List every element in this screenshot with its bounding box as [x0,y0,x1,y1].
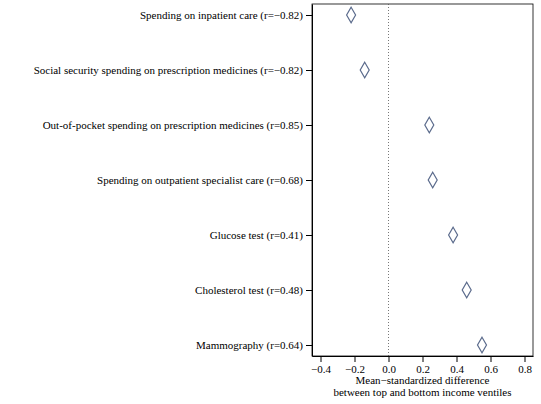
y-tick-label: Glucose test (r=0.41) [210,229,304,242]
x-tick: 0.2 [416,356,430,375]
y-tick-mark [306,290,312,291]
y-tick: Mammography (r=0.64) [196,339,312,352]
y-tick: Out-of-pocket spending on prescription m… [43,119,312,132]
x-tick-label: 0.6 [484,363,498,375]
plot: −0.4 −0.2 0.0 0.2 0.4 0.6 0.8 Spending on inpat… [34,4,534,398]
x-axis: −0.4 −0.2 0.0 0.2 0.4 0.6 0.8 [311,356,533,375]
y-tick-mark [306,180,312,181]
y-tick-label: Mammography (r=0.64) [196,339,303,352]
y-tick-mark [306,70,312,71]
x-tick: 0.4 [450,356,464,375]
x-tick: 0.0 [382,356,396,375]
point [478,337,487,353]
x-tick-mark [457,356,458,362]
x-tick-mark [423,356,424,362]
y-tick-mark [306,235,312,236]
y-tick-label: Out-of-pocket spending on prescription m… [43,119,304,132]
y-tick: Cholesterol test (r=0.48) [195,284,312,297]
y-tick: Spending on outpatient specialist care (… [97,174,312,187]
y-tick-label: Social security spending on prescription… [34,64,304,77]
x-axis-title-line: between top and bottom income ventiles [333,386,511,398]
x-tick-mark [525,356,526,362]
point [462,282,471,298]
y-tick-label: Spending on inpatient care (r=−0.82) [140,9,303,22]
x-tick-label: 0.8 [518,363,532,375]
x-tick-label: −0.2 [345,363,365,375]
y-tick-mark [306,125,312,126]
point [347,7,356,23]
y-tick-label: Cholesterol test (r=0.48) [195,284,303,297]
y-tick: Social security spending on prescription… [34,64,312,77]
point [425,117,434,133]
x-tick: 0.8 [518,356,532,375]
x-tick-mark [389,356,390,362]
point [449,227,458,243]
y-tick: Spending on inpatient care (r=−0.82) [140,9,312,22]
x-tick: 0.6 [484,356,498,375]
x-axis-title: Mean−standardized differencebetween top … [333,374,511,398]
point [428,172,437,188]
x-axis-title-line: Mean−standardized difference [356,374,490,386]
reference-line [388,4,389,356]
y-axis: Spending on inpatient care (r=−0.82) Soci… [34,5,313,357]
x-tick-label: −0.4 [311,363,331,375]
x-tick-mark [355,356,356,362]
x-tick: −0.4 [311,356,331,375]
marks [347,4,487,356]
x-tick-label: 0.0 [382,363,396,375]
y-axis-line [312,5,313,357]
y-tick-label: Spending on outpatient specialist care (… [97,174,303,187]
point [360,62,369,78]
x-tick: −0.2 [345,356,365,375]
chart: −0.4 −0.2 0.0 0.2 0.4 0.6 0.8 Spending on inpat… [0,0,541,404]
plot-frame [312,4,533,356]
y-tick: Glucose test (r=0.41) [210,229,312,242]
x-tick-label: 0.4 [450,363,464,375]
x-tick-mark [321,356,322,362]
x-tick-label: 0.2 [416,363,430,375]
x-tick-mark [491,356,492,362]
y-tick-mark [306,345,312,346]
y-tick-mark [306,15,312,16]
